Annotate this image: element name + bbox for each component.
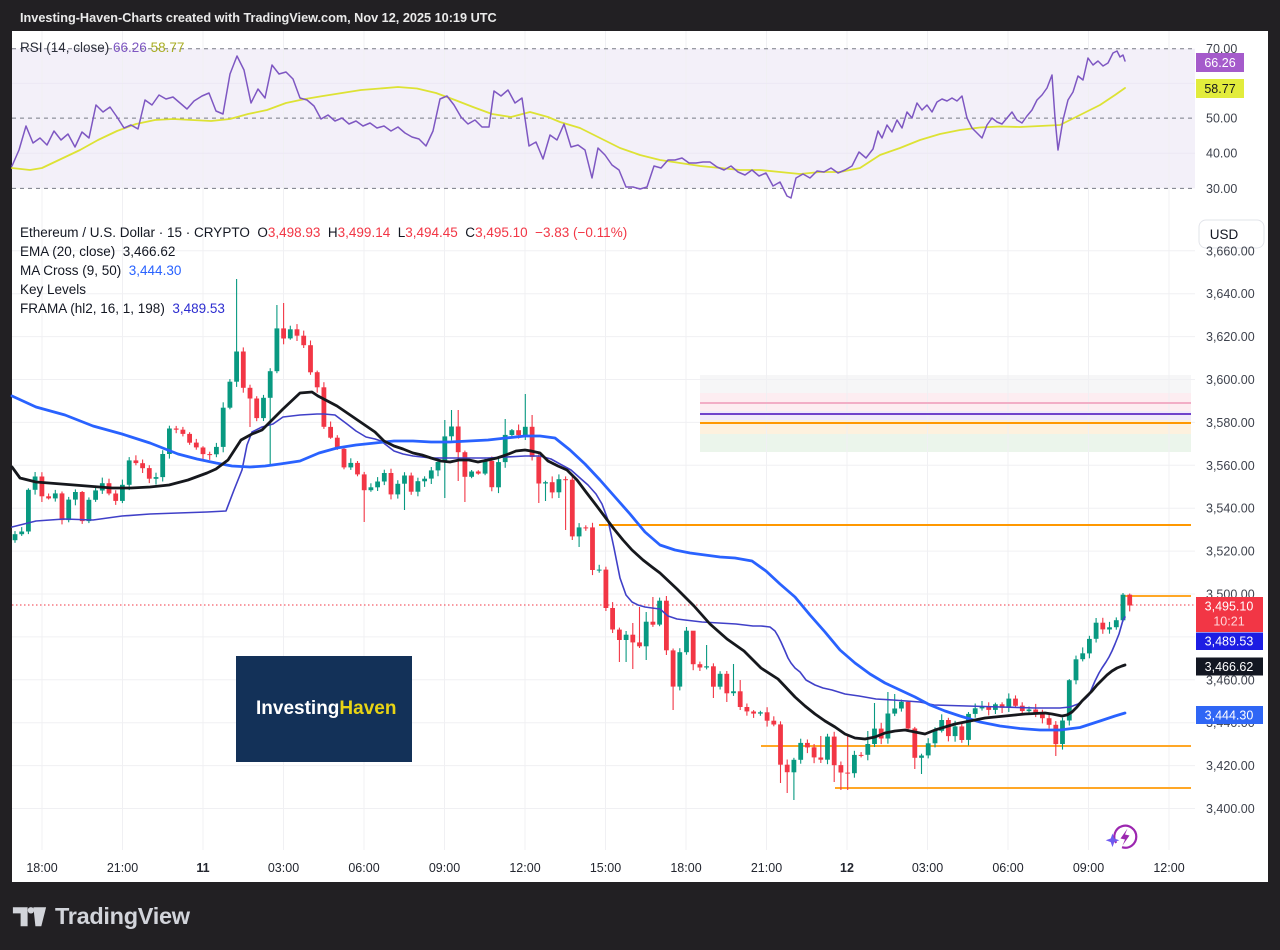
svg-text:3,400.00: 3,400.00: [1206, 802, 1255, 816]
svg-text:EMA (20, close) 3,466.62: EMA (20, close) 3,466.62: [20, 244, 175, 259]
svg-text:11: 11: [196, 861, 209, 875]
svg-text:3,660.00: 3,660.00: [1206, 244, 1255, 258]
svg-text:TradingView: TradingView: [55, 903, 191, 929]
svg-text:03:00: 03:00: [912, 861, 943, 875]
svg-text:InvestingHaven: InvestingHaven: [256, 698, 396, 719]
svg-text:3,420.00: 3,420.00: [1206, 759, 1255, 773]
svg-text:58.77: 58.77: [1204, 82, 1235, 96]
svg-text:21:00: 21:00: [107, 861, 138, 875]
svg-text:30.00: 30.00: [1206, 182, 1237, 196]
svg-text:Key Levels: Key Levels: [20, 282, 86, 297]
svg-text:RSI (14, close) 66.26 58.77: RSI (14, close) 66.26 58.77: [20, 40, 184, 55]
svg-text:06:00: 06:00: [348, 861, 379, 875]
svg-text:3,466.62: 3,466.62: [1205, 660, 1254, 674]
svg-text:3,489.53: 3,489.53: [1205, 635, 1254, 649]
svg-text:09:00: 09:00: [1073, 861, 1104, 875]
svg-text:3,444.30: 3,444.30: [1205, 709, 1254, 723]
svg-text:3,580.00: 3,580.00: [1206, 416, 1255, 430]
svg-text:18:00: 18:00: [670, 861, 701, 875]
svg-text:USD: USD: [1210, 227, 1239, 242]
svg-text:12:00: 12:00: [509, 861, 540, 875]
svg-text:21:00: 21:00: [751, 861, 782, 875]
svg-text:FRAMA (hl2, 16, 1, 198) 3,489: FRAMA (hl2, 16, 1, 198) 3,489.53: [20, 301, 225, 316]
svg-text:18:00: 18:00: [26, 861, 57, 875]
svg-text:15:00: 15:00: [590, 861, 621, 875]
svg-text:12:00: 12:00: [1153, 861, 1184, 875]
svg-text:12: 12: [840, 861, 854, 875]
svg-text:3,600.00: 3,600.00: [1206, 373, 1255, 387]
svg-text:06:00: 06:00: [992, 861, 1023, 875]
svg-text:66.26: 66.26: [1204, 56, 1235, 70]
svg-text:Ethereum / U.S. Dollar · 15 ·: Ethereum / U.S. Dollar · 15 · CRYPTO O3,…: [20, 225, 627, 240]
svg-text:50.00: 50.00: [1206, 112, 1237, 126]
svg-text:3,520.00: 3,520.00: [1206, 545, 1255, 559]
svg-text:3,620.00: 3,620.00: [1206, 330, 1255, 344]
svg-text:3,460.00: 3,460.00: [1206, 673, 1255, 687]
svg-text:3,540.00: 3,540.00: [1206, 502, 1255, 516]
svg-text:Investing-Haven-Charts created: Investing-Haven-Charts created with Trad…: [20, 11, 497, 25]
svg-text:70.00: 70.00: [1206, 42, 1237, 56]
svg-text:09:00: 09:00: [429, 861, 460, 875]
svg-text:03:00: 03:00: [268, 861, 299, 875]
svg-text:MA Cross (9, 50) 3,444.30: MA Cross (9, 50) 3,444.30: [20, 263, 181, 278]
svg-text:3,495.10: 3,495.10: [1205, 600, 1254, 614]
svg-text:3,640.00: 3,640.00: [1206, 287, 1255, 301]
svg-text:3,560.00: 3,560.00: [1206, 459, 1255, 473]
svg-text:40.00: 40.00: [1206, 147, 1237, 161]
svg-text:10:21: 10:21: [1213, 615, 1244, 629]
